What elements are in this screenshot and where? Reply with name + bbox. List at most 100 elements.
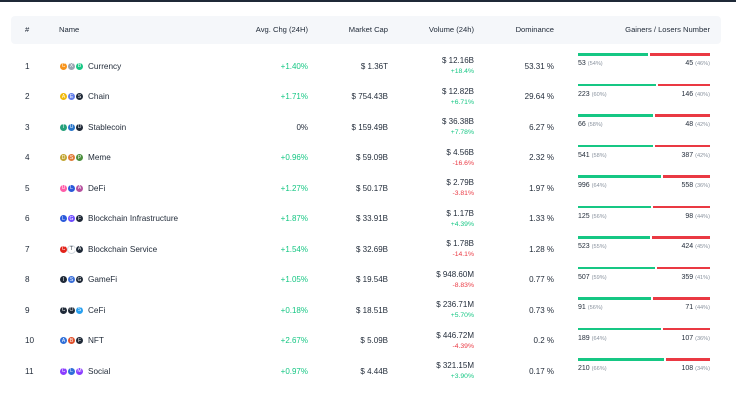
gainers-bar	[578, 358, 664, 361]
header-avg-chg[interactable]: Avg. Chg (24H)	[255, 25, 308, 34]
gainers-count: 541	[578, 151, 590, 159]
losers-count: 71	[685, 304, 694, 311]
sector-name[interactable]: Chain	[88, 92, 110, 102]
sector-name[interactable]: Stablecoin	[88, 122, 127, 132]
header-dominance[interactable]: Dominance	[515, 25, 554, 34]
header-rank[interactable]: #	[25, 25, 30, 34]
gainers-losers-cell: 996 (64%) 558 (36%)	[578, 175, 710, 203]
market-cap: $ 50.17B	[355, 183, 388, 193]
market-cap-cell: $ 33.91B	[356, 204, 388, 235]
sector-name[interactable]: Social	[88, 366, 111, 376]
losers-count: 558	[681, 182, 694, 189]
sector-name[interactable]: DeFi	[88, 183, 106, 193]
gainers-losers-bar	[578, 175, 710, 178]
losers-bar	[655, 144, 710, 147]
avg-chg: 0%	[296, 122, 308, 132]
gainers-pct: (58%)	[587, 122, 603, 128]
volume: $ 36.38B	[441, 117, 474, 127]
rank: 10	[25, 336, 35, 346]
market-cap-cell: $ 59.09B	[356, 143, 388, 174]
sector-name[interactable]: Blockchain Infrastructure	[88, 214, 179, 224]
sector-name[interactable]: Currency	[88, 61, 122, 71]
top-border	[0, 0, 736, 2]
avg-chg-cell: +0.96%	[281, 143, 308, 174]
coin-logo-icon: A	[75, 183, 84, 193]
gainers-pct: (59%)	[591, 274, 607, 281]
sector-name[interactable]: NFT	[88, 336, 104, 346]
gainers-losers-bar	[578, 205, 710, 209]
gainers-count: 523	[578, 243, 590, 250]
losers-pct: (44%)	[695, 213, 710, 220]
gainers-losers-bar	[578, 144, 710, 148]
coin-logo-icon: D	[75, 122, 84, 132]
volume: $ 948.60M	[436, 269, 474, 279]
sector-name[interactable]: Blockchain Service	[88, 244, 158, 254]
gainers-pct: (64%)	[591, 335, 607, 342]
gainers-count: 223	[578, 90, 590, 98]
volume-cell: $ 1.17B +4.39%	[446, 204, 474, 235]
dominance-cell: 29.64 %	[525, 82, 554, 113]
avg-chg-cell: +1.54%	[281, 234, 308, 265]
volume-cell: $ 321.15M +3.90%	[436, 356, 474, 387]
header-name[interactable]: Name	[59, 25, 80, 34]
volume-cell: $ 1.78B -14.1%	[446, 234, 474, 265]
losers-bar	[658, 83, 710, 86]
losers-count: 387	[681, 151, 694, 159]
sector-name[interactable]: Meme	[88, 153, 111, 163]
losers-pct: (36%)	[695, 335, 710, 342]
volume-change: -16.6%	[452, 159, 474, 167]
header-market-cap[interactable]: Market Cap	[348, 25, 388, 34]
gainers-bar	[578, 266, 655, 269]
gainers-count: 125	[578, 212, 590, 220]
volume: $ 4.56B	[446, 147, 474, 157]
table-header: # Name Avg. Chg (24H) Market Cap Volume …	[11, 16, 721, 44]
header-volume[interactable]: Volume (24h)	[428, 25, 474, 34]
volume-cell: $ 4.56B -16.6%	[446, 143, 474, 174]
sector-name[interactable]: CeFi	[88, 305, 106, 315]
sector-name[interactable]: GameFi	[88, 275, 118, 285]
gainers-count: 210	[578, 365, 590, 372]
header-gainers-losers[interactable]: Gainers / Losers Number	[625, 25, 710, 34]
gainers-losers-cell: 189 (64%) 107 (36%)	[578, 327, 710, 356]
volume-cell: $ 36.38B +7.78%	[442, 112, 474, 143]
coin-logo-icon: M	[75, 366, 84, 376]
rank: 1	[25, 61, 30, 71]
gainers-count: 66	[578, 121, 586, 128]
market-cap: $ 5.09B	[360, 336, 388, 346]
gainers-losers-bar	[578, 327, 710, 331]
coin-logo-icon: A	[75, 244, 84, 254]
avg-chg-cell: +1.05%	[281, 265, 308, 296]
dominance-cell: 0.77 %	[529, 265, 554, 296]
gainers-losers-cell: 125 (56%) 98 (44%)	[578, 205, 710, 234]
rank-cell: 2	[25, 82, 45, 113]
rank-cell: 6	[25, 204, 45, 235]
coin-logo-icon: G	[75, 275, 84, 285]
